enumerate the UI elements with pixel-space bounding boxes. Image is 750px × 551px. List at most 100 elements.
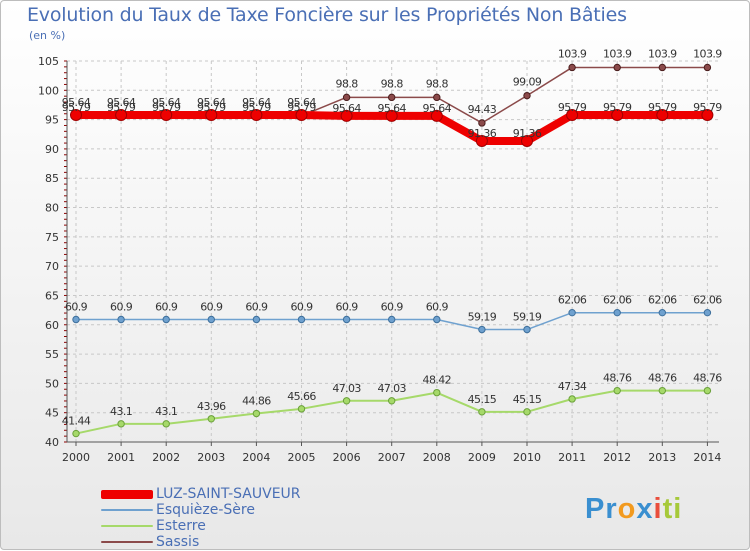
data-point	[656, 108, 669, 121]
data-point	[70, 108, 82, 121]
x-tick-label: 2009	[468, 451, 496, 464]
data-label: 95.64	[377, 102, 406, 115]
legend-swatch	[101, 541, 153, 543]
y-tick-label: 95	[45, 114, 59, 127]
x-tick-label: 2004	[242, 451, 270, 464]
data-point	[613, 63, 621, 72]
data-point	[433, 388, 441, 397]
chart-title: Evolution du Taux de Taxe Foncière sur l…	[27, 4, 627, 26]
data-point	[297, 405, 306, 413]
data-label: 43.1	[155, 405, 177, 418]
data-point	[658, 386, 666, 395]
data-label: 103.9	[603, 47, 632, 60]
logo-letter: ti	[662, 493, 683, 525]
legend-label: Esterre	[156, 518, 206, 534]
data-label: 43.96	[197, 400, 226, 413]
data-label: 98.8	[336, 77, 359, 90]
logo-letter: i	[653, 493, 663, 525]
legend-swatch	[101, 489, 153, 499]
data-point	[613, 386, 621, 395]
x-tick-label: 2002	[152, 451, 180, 464]
logo-letter: o	[617, 493, 637, 525]
data-label: 62.06	[603, 294, 632, 307]
data-label: 60.9	[336, 300, 359, 313]
data-point	[701, 108, 714, 121]
legend-label: Sassis	[156, 534, 200, 550]
data-point	[342, 315, 351, 324]
data-point	[205, 108, 218, 121]
data-point	[478, 119, 486, 127]
y-tick-label: 45	[45, 407, 59, 420]
y-tick-label: 55	[45, 348, 59, 361]
data-label: 45.15	[468, 393, 497, 406]
data-label: 47.03	[332, 382, 361, 395]
data-point	[703, 308, 712, 317]
data-point	[72, 315, 80, 324]
x-tick-label: 2010	[513, 451, 541, 464]
data-label: 95.64	[197, 96, 226, 109]
data-point	[340, 109, 353, 122]
data-label: 95.79	[197, 101, 226, 114]
data-point	[433, 315, 441, 324]
data-point	[388, 315, 396, 324]
data-point	[658, 308, 666, 317]
data-point	[117, 420, 125, 428]
data-point	[566, 108, 579, 121]
x-tick-label: 2008	[423, 451, 451, 464]
y-tick-label: 60	[45, 319, 59, 332]
data-point	[117, 315, 125, 324]
data-label: 48.76	[648, 372, 677, 385]
legend-swatch	[101, 525, 153, 527]
data-label: 95.64	[423, 102, 452, 115]
y-tick-label: 85	[45, 172, 59, 185]
proxiti-logo: Proxiti	[585, 493, 682, 526]
y-tick-label: 75	[45, 231, 59, 244]
data-label: 43.1	[110, 405, 132, 418]
data-label: 98.8	[426, 77, 449, 90]
data-point	[568, 395, 576, 403]
data-point	[568, 308, 576, 317]
axes: 40 45 50 55 60 65 70 75 80 85 90 95 100 105 2000 2001 20…	[38, 55, 721, 464]
data-label: 95.79	[693, 101, 722, 114]
data-point	[433, 93, 441, 102]
data-label: 103.9	[648, 47, 677, 60]
y-tick-label: 105	[38, 55, 59, 68]
data-label: 45.15	[513, 393, 542, 406]
data-point	[478, 408, 486, 416]
data-label: 47.03	[377, 382, 406, 395]
data-point	[475, 134, 488, 147]
data-label: 95.79	[287, 101, 316, 114]
x-tick-label: 2011	[558, 451, 586, 464]
data-label: 95.79	[152, 101, 181, 114]
data-point	[478, 325, 486, 334]
x-tick-label: 2012	[603, 451, 631, 464]
y-tick-label: 70	[45, 260, 59, 273]
logo-letter: Pr	[585, 493, 618, 525]
data-point	[162, 315, 170, 324]
legend-swatch	[101, 509, 153, 511]
data-point	[295, 108, 308, 121]
data-point	[115, 108, 128, 121]
data-label: 95.79	[603, 101, 632, 114]
data-label: 95.64	[107, 96, 136, 109]
data-label: 48.42	[423, 374, 452, 387]
data-point	[72, 429, 80, 438]
y-tick-label: 40	[45, 436, 59, 449]
data-point	[297, 315, 306, 324]
data-label: 95.64	[62, 96, 91, 109]
data-point	[207, 415, 216, 423]
data-label: 95.64	[332, 102, 361, 115]
data-label: 41.44	[62, 415, 91, 428]
logo-letter: x	[636, 493, 654, 525]
data-point	[703, 386, 712, 395]
data-label: 91.36	[513, 127, 542, 140]
x-tick-label: 2014	[693, 451, 721, 464]
data-label: 95.79	[107, 101, 136, 114]
data-points	[70, 63, 714, 438]
data-label: 95.64	[152, 96, 181, 109]
data-label: 48.76	[693, 372, 722, 385]
data-labels: 95.79 95.79 95.79 95.79 95.79 95.79 95.64 95.64…	[62, 47, 723, 428]
data-label: 94.43	[468, 103, 497, 116]
